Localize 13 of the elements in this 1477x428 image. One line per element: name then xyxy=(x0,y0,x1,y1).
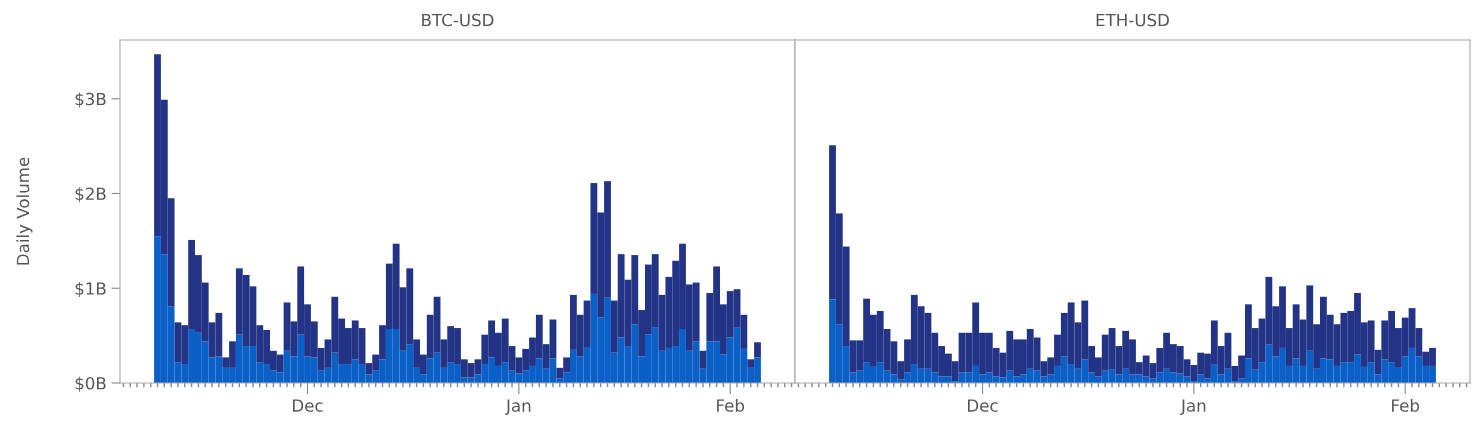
y-tick-label: $3B xyxy=(75,92,106,108)
y-tick-label: $2B xyxy=(75,187,106,203)
y-tick-label: $0B xyxy=(75,376,106,392)
chart-title: BTC-USD xyxy=(422,13,494,27)
x-tick-label: Feb xyxy=(1392,398,1420,412)
x-tick-label: Jan xyxy=(1180,399,1206,415)
y-axis-title: Daily Volume xyxy=(16,157,33,265)
y-tick-label: $1B xyxy=(75,281,106,298)
x-tick-label: Dec xyxy=(968,399,998,412)
x-tick-label: Dec xyxy=(293,399,323,412)
x-tick-label: Jan xyxy=(505,399,531,415)
x-tick-label: Feb xyxy=(717,398,745,412)
chart-title: ETH-USD xyxy=(1096,13,1169,27)
